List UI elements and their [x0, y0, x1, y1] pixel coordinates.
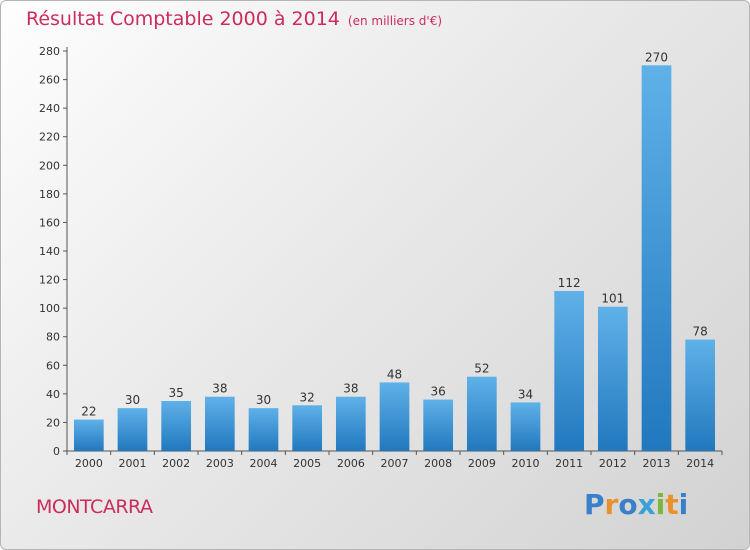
- y-tick-label: 200: [39, 159, 60, 172]
- title-text: Résultat Comptable 2000 à 2014: [26, 8, 340, 30]
- bar: [685, 339, 716, 451]
- x-tick-label: 2014: [686, 457, 714, 470]
- data-label: 30: [125, 393, 140, 407]
- x-tick-label: 2004: [250, 457, 278, 470]
- y-tick-label: 20: [46, 416, 60, 429]
- y-tick-label: 240: [39, 102, 60, 115]
- bar: [117, 408, 148, 451]
- x-tick-label: 2002: [162, 457, 190, 470]
- bar: [466, 376, 497, 451]
- data-label: 30: [256, 393, 271, 407]
- y-tick-label: 100: [39, 302, 60, 315]
- data-label: 34: [518, 387, 533, 401]
- bar: [554, 291, 585, 451]
- y-tick-label: 220: [39, 131, 60, 144]
- bar: [423, 399, 454, 451]
- bar: [510, 402, 541, 451]
- data-label: 35: [169, 386, 184, 400]
- logo-letter: i: [678, 488, 689, 521]
- bar: [335, 396, 366, 451]
- bar: [73, 419, 104, 451]
- data-label: 38: [343, 382, 358, 396]
- x-tick-label: 2011: [555, 457, 583, 470]
- y-tick-label: 40: [46, 388, 60, 401]
- bar: [641, 65, 672, 452]
- x-tick-label: 2013: [643, 457, 671, 470]
- proxiti-logo: Proxiti: [584, 488, 688, 521]
- logo-letter: i: [655, 488, 666, 521]
- data-label: 270: [645, 50, 668, 64]
- data-label: 32: [300, 390, 315, 404]
- data-label: 101: [601, 292, 624, 306]
- bar: [379, 382, 410, 451]
- chart-subtitle: (en milliers d'€): [347, 14, 443, 28]
- y-tick-label: 80: [46, 331, 60, 344]
- y-tick-label: 180: [39, 188, 60, 201]
- x-tick-label: 2007: [381, 457, 409, 470]
- x-tick-label: 2003: [206, 457, 234, 470]
- data-label: 22: [81, 405, 96, 419]
- x-tick-label: 2006: [337, 457, 365, 470]
- logo-letter: P: [584, 488, 605, 521]
- y-tick-label: 280: [39, 45, 60, 58]
- y-tick-label: 160: [39, 216, 60, 229]
- bar: [292, 405, 323, 451]
- y-tick-label: 120: [39, 274, 60, 287]
- data-label: 52: [474, 362, 489, 376]
- bar: [161, 401, 192, 451]
- y-tick-label: 0: [53, 445, 60, 458]
- x-tick-label: 2012: [599, 457, 627, 470]
- y-tick-label: 60: [46, 359, 60, 372]
- data-label: 48: [387, 367, 402, 381]
- chart-title: Résultat Comptable 2000 à 2014 (en millie…: [26, 8, 442, 30]
- x-tick-label: 2000: [75, 457, 103, 470]
- logo-letter: x: [637, 488, 656, 521]
- bar: [597, 306, 628, 451]
- data-label: 36: [431, 385, 446, 399]
- logo-letter: t: [665, 488, 679, 521]
- data-label: 112: [558, 276, 581, 290]
- data-label: 38: [212, 382, 227, 396]
- logo-letter: r: [604, 488, 619, 521]
- y-tick-label: 260: [39, 74, 60, 87]
- x-tick-label: 2005: [293, 457, 321, 470]
- bar: [248, 408, 279, 451]
- x-tick-label: 2009: [468, 457, 496, 470]
- y-tick-label: 140: [39, 245, 60, 258]
- x-tick-label: 2008: [424, 457, 452, 470]
- logo-letter: o: [618, 488, 638, 521]
- commune-name: MONTCARRA: [36, 496, 153, 518]
- bar: [204, 396, 235, 451]
- x-tick-label: 2010: [512, 457, 540, 470]
- x-tick-label: 2001: [119, 457, 147, 470]
- data-label: 78: [693, 325, 708, 339]
